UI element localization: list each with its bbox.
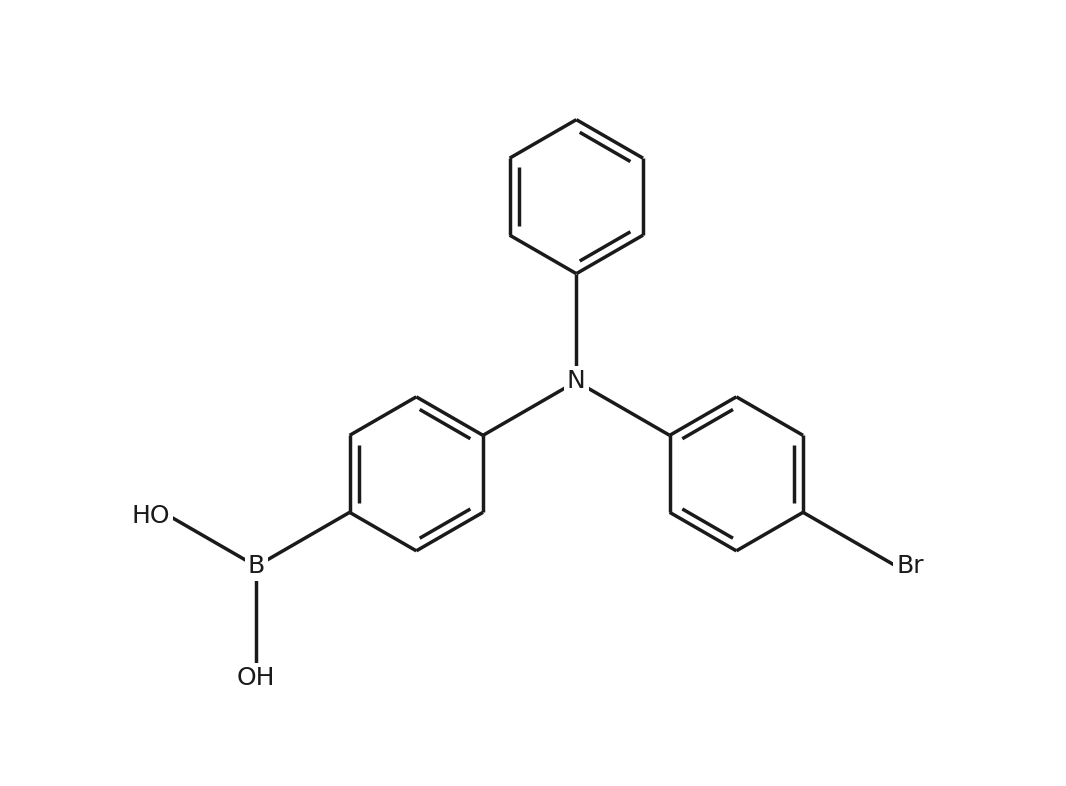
Text: B: B [247, 554, 264, 578]
Text: HO: HO [131, 504, 169, 528]
Text: Br: Br [897, 554, 924, 578]
Text: N: N [567, 369, 585, 394]
Text: OH: OH [237, 667, 275, 690]
